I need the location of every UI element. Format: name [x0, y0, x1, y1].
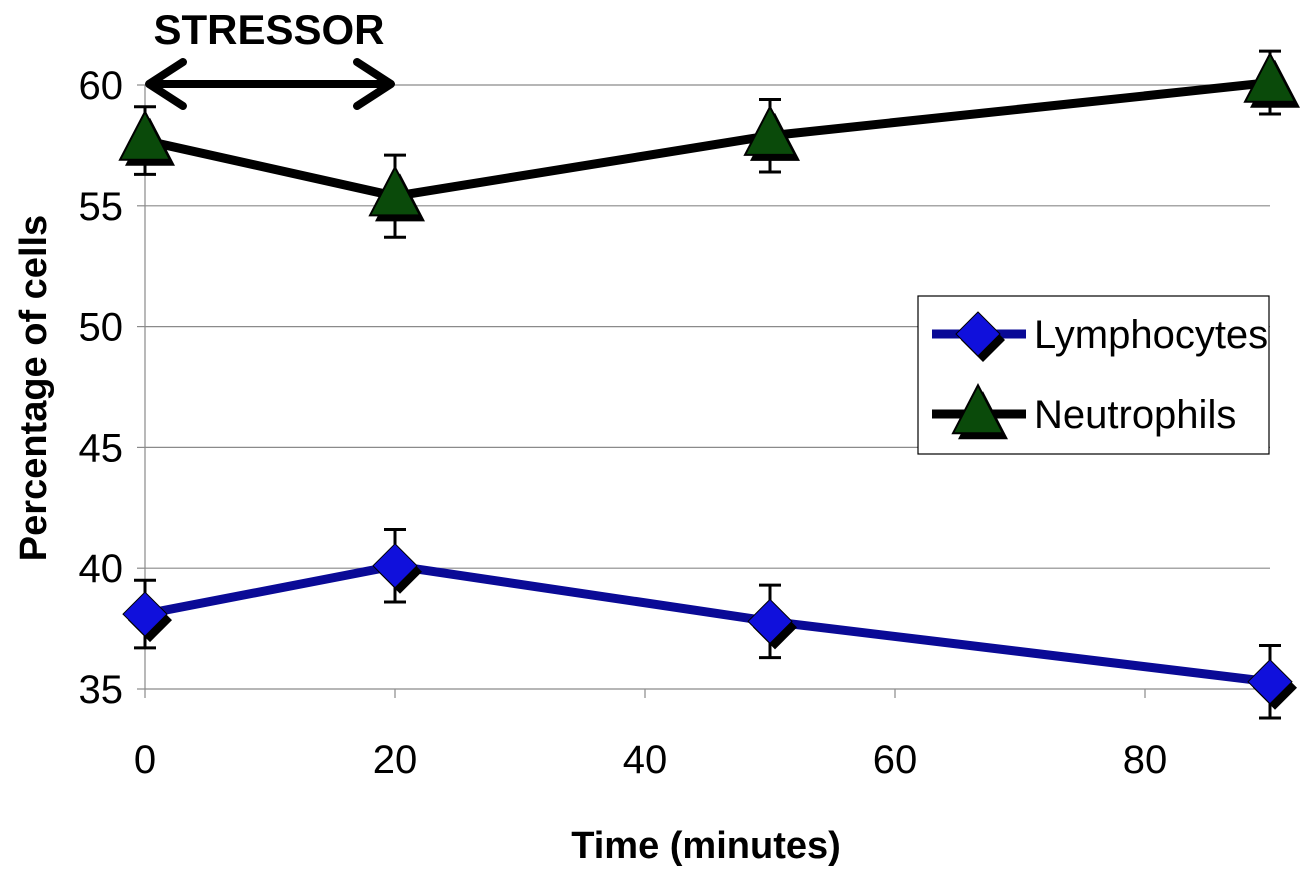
marker-triangle [951, 383, 1005, 435]
y-axis-title: Percentage of cells [13, 215, 55, 561]
legend-label: Neutrophils [1034, 393, 1236, 437]
data-point [743, 104, 800, 161]
x-axis-title: Time (minutes) [571, 825, 841, 867]
marker-triangle [743, 104, 797, 156]
legend: Lymphocytes Neutrophils [917, 295, 1270, 455]
marker-triangle [368, 165, 422, 217]
marker-triangle [118, 109, 172, 161]
legend-item: Lymphocytes [932, 311, 1268, 362]
marker-diamond [955, 311, 1001, 357]
data-point [1247, 659, 1297, 710]
legend-label: Lymphocytes [1034, 313, 1268, 357]
marker-diamond [372, 543, 418, 589]
series-neutrophils [118, 49, 1300, 239]
tick-labels: 35 40 45 50 55 60 0 20 40 60 80 [79, 64, 1168, 782]
marker-diamond [747, 598, 793, 645]
x-tick-label: 0 [134, 738, 156, 782]
x-tick-label: 20 [373, 738, 418, 782]
stressor-arrow-right-head [353, 58, 395, 110]
x-tick-label: 80 [1123, 738, 1168, 782]
legend-item: Neutrophils [932, 383, 1236, 440]
y-tick-label: 60 [79, 64, 124, 108]
x-tick-label: 60 [873, 738, 918, 782]
series-line [144, 561, 1271, 687]
data-point [118, 109, 175, 166]
y-tick-label: 35 [79, 668, 124, 712]
data-point [1243, 51, 1300, 108]
y-tick-label: 45 [79, 426, 124, 470]
data-point [372, 543, 422, 594]
legend-marker [955, 311, 1005, 362]
stressor-annotation: STRESSOR [145, 6, 395, 110]
data-point [747, 598, 797, 650]
stressor-label: STRESSOR [153, 6, 384, 53]
series-line [144, 78, 1271, 201]
stressor-arrow-left-head [145, 58, 187, 110]
series [118, 49, 1300, 720]
marker-triangle [1243, 51, 1297, 103]
marker-diamond [1247, 659, 1293, 705]
legend-marker [951, 383, 1008, 440]
marker-diamond [122, 591, 168, 637]
y-tick-label: 40 [79, 547, 124, 591]
data-point [368, 165, 425, 222]
y-tick-label: 50 [79, 306, 124, 350]
series-lymphocytes [122, 528, 1297, 720]
data-point [122, 591, 172, 643]
x-tick-label: 40 [623, 738, 668, 782]
y-tick-label: 55 [79, 185, 124, 229]
